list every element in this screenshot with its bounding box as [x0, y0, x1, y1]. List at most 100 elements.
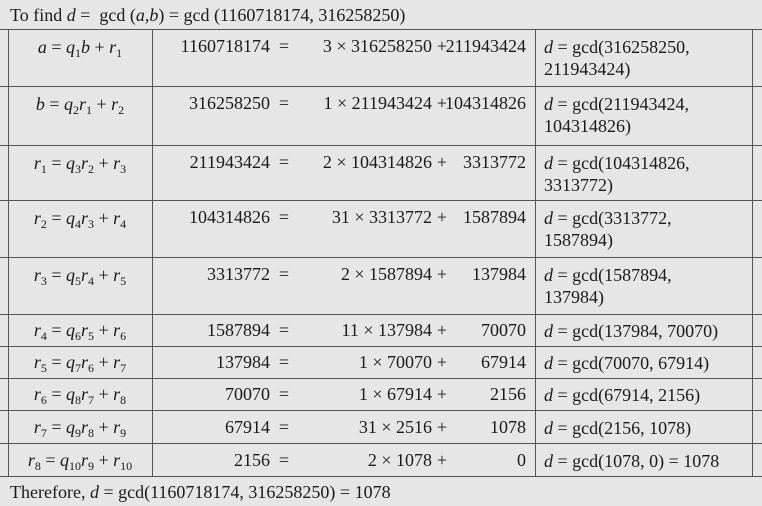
remainder-sub: 3 — [120, 162, 127, 176]
remainder-sub: 4 — [120, 217, 127, 231]
divisor-sub: 6 — [88, 361, 94, 375]
lhs-sub: 7 — [40, 426, 47, 440]
remainder-sub: 6 — [120, 329, 127, 343]
lhs-var: r — [33, 265, 41, 285]
gcd-d: d — [544, 353, 553, 373]
quotient: 11 — [341, 320, 359, 340]
remainder: 70070 — [481, 320, 526, 340]
lhs-var: r — [33, 153, 41, 173]
remainder-var: r — [113, 352, 121, 372]
gcd-result: d = gcd(2156, 1078) — [544, 418, 692, 438]
lhs-var: r — [27, 450, 35, 470]
quotient: 2 — [367, 450, 377, 470]
gcd-result: d = gcd(67914, 2156) — [544, 385, 701, 405]
gcd-result: d = gcd(1587894, 137984) — [544, 265, 672, 307]
remainder: 0 — [517, 450, 526, 470]
column-divider — [535, 29, 536, 477]
gcd-result: d = gcd(137984, 70070) — [544, 321, 719, 341]
symbolic-equation: b = q2r1 + r2 — [35, 94, 125, 117]
product-term: 1 × 67914 — [358, 384, 432, 404]
lhs-sub: 1 — [40, 162, 47, 176]
plus-sign: + — [436, 417, 448, 437]
lhs-sub: 4 — [40, 329, 47, 343]
product-term: 2 × 1587894 — [340, 264, 432, 284]
equals-sign: = — [278, 384, 290, 404]
table-row: r3 = q5r4 + r5 3313772 = 2 × 1587894 +137984… — [0, 257, 762, 314]
gcd-d: d — [544, 208, 553, 228]
quotient: 31 — [331, 207, 350, 227]
quotient: 2 — [340, 264, 350, 284]
lhs-var: r — [33, 320, 41, 340]
column-divider — [152, 29, 153, 477]
quotient: 1 — [358, 384, 368, 404]
remainder-var: r — [113, 384, 121, 404]
plus-sign: + — [436, 384, 448, 404]
quotient-sub: 5 — [74, 274, 81, 288]
quotient-var: q — [65, 384, 75, 404]
divisor-sub: 4 — [88, 274, 94, 288]
quotient-sub: 7 — [74, 361, 81, 375]
lhs-var: r — [33, 384, 41, 404]
divisor-var: r — [80, 450, 88, 470]
divisor-sub: 7 — [88, 393, 94, 407]
gcd-d: d — [544, 385, 553, 405]
dividend: 211943424 — [189, 152, 270, 172]
gcd-result: d = gcd(70070, 67914) — [544, 353, 710, 373]
quotient-sub: 8 — [74, 393, 81, 407]
quotient-sub: 2 — [72, 103, 79, 117]
divisor-sub: 1 — [86, 103, 92, 117]
quotient-var: q — [65, 320, 75, 340]
gcd-line1: gcd(211943424, — [572, 94, 689, 114]
dividend: 316258250 — [189, 93, 270, 113]
footer-rest: = gcd(1160718174, 316258250) = 1078 — [98, 482, 391, 502]
divisor-var: r — [80, 352, 88, 372]
gcd-line1: gcd(3313772, — [572, 208, 672, 228]
title-prefix: To find — [10, 5, 67, 25]
equals-sign: = — [278, 450, 290, 470]
divisor-var: r — [78, 94, 86, 114]
lhs-var: a — [37, 37, 47, 57]
remainder-var: r — [113, 450, 121, 470]
title-ab: a,b — [135, 5, 159, 25]
remainder-sub: 7 — [120, 361, 127, 375]
remainder-sub: 2 — [118, 103, 125, 117]
product-term: 31 × 2516 — [358, 417, 432, 437]
dividend: 1160718174 — [180, 36, 270, 56]
plus-sign: + — [436, 450, 448, 470]
equals-sign: = — [278, 320, 290, 340]
divisor-sub: 2 — [88, 162, 94, 176]
plus-sign: + — [436, 207, 448, 227]
column-divider — [752, 29, 753, 477]
gcd-result: d = gcd(316258250, 211943424) — [544, 37, 690, 79]
table-row: r6 = q8r7 + r8 70070 = 1 × 67914 +2156 d = gc… — [0, 378, 762, 410]
symbolic-equation: r5 = q7r6 + r7 — [33, 352, 127, 375]
quotient-sub: 10 — [68, 459, 81, 473]
gcd-result: d = gcd(3313772, 1587894) — [544, 208, 672, 250]
table-title: To find d = gcd (a,b) = gcd (1160718174,… — [10, 5, 406, 25]
symbolic-equation: r3 = q5r4 + r5 — [33, 265, 127, 288]
quotient-var: q — [65, 37, 75, 57]
row-divider — [0, 29, 762, 30]
column-divider — [8, 29, 9, 477]
gcd-line2: 137984) — [544, 287, 604, 307]
table-row: r1 = q3r2 + r3 211943424 = 2 × 104314826 +33… — [0, 145, 762, 200]
gcd-result: d = gcd(1078, 0) = 1078 — [544, 451, 720, 471]
quotient-sub: 4 — [74, 217, 81, 231]
plus-sign: + — [436, 320, 448, 340]
remainder-var: r — [111, 94, 119, 114]
remainder: 2156 — [490, 384, 526, 404]
remainder-var: r — [113, 265, 121, 285]
symbolic-equation: r2 = q4r3 + r4 — [33, 208, 127, 231]
lhs-var: b — [35, 94, 45, 114]
remainder: 211943424 — [445, 36, 526, 56]
quotient: 1 — [323, 93, 333, 113]
footer-d: d — [89, 482, 99, 502]
gcd-line1: gcd(67914, 2156) — [572, 385, 701, 405]
title-gcd: gcd ( — [99, 5, 136, 25]
gcd-line2: 211943424) — [544, 59, 631, 79]
product-term: 11 × 137984 — [341, 320, 433, 340]
title-d: d — [66, 5, 76, 25]
symbolic-equation: r8 = q10r9 + r10 — [27, 450, 133, 473]
divisor: 104314826 — [351, 152, 432, 172]
